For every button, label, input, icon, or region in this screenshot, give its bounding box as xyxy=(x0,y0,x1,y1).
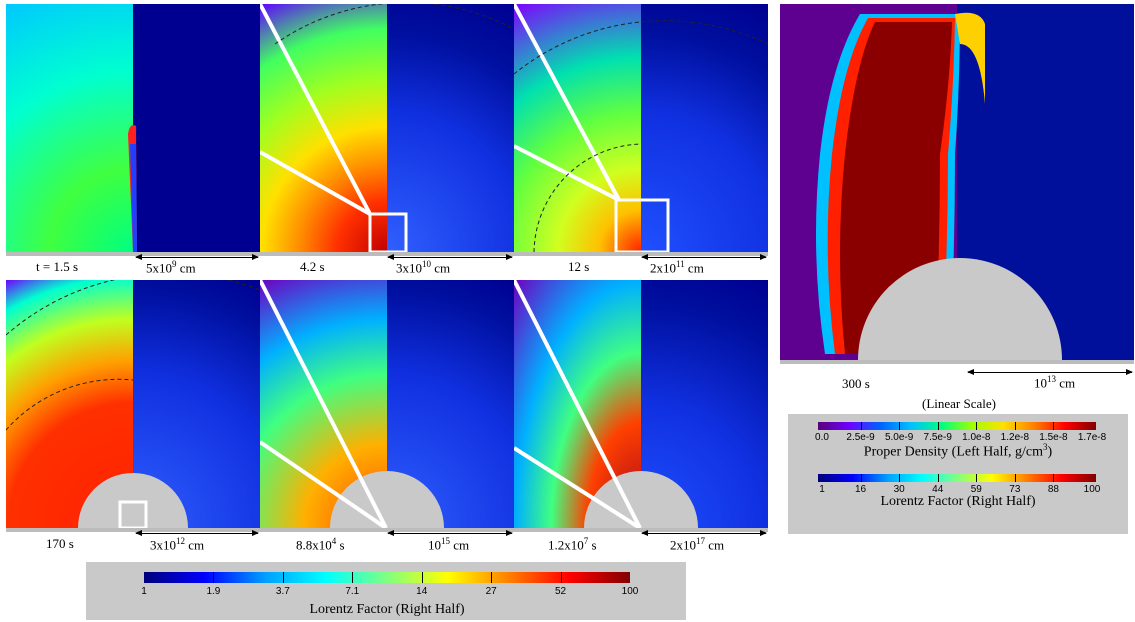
colorbar-tick xyxy=(491,572,493,583)
panel-4 xyxy=(6,280,260,528)
colorbar-tick xyxy=(899,474,901,482)
colorbar-tick-label: 1.2e-8 xyxy=(1000,432,1030,443)
scale-arrow xyxy=(641,530,767,536)
colorbar-tick xyxy=(282,572,284,583)
panel-3 xyxy=(514,4,768,252)
colorbar-tick xyxy=(213,572,215,583)
time-label: 4.2 s xyxy=(300,259,325,274)
colorbar-tick-label: 44 xyxy=(932,484,944,495)
colorbar-tick xyxy=(860,474,862,482)
colorbar-tick-label: 3.7 xyxy=(275,586,290,597)
colorbar-tick-label: 2.5e-9 xyxy=(846,432,875,443)
colorbar-tick-label: 5.0e-9 xyxy=(884,432,914,443)
colorbar-tick xyxy=(1053,474,1055,482)
colorbar-tick-label: 1 xyxy=(819,484,825,495)
lorentz-half xyxy=(641,4,768,252)
colorbar-tick-label: 59 xyxy=(970,484,982,495)
axis-strip-tall xyxy=(780,360,1134,364)
scale-arrow xyxy=(135,254,259,260)
colorbar-tick-label: 100 xyxy=(621,586,639,597)
scale-arrow xyxy=(387,530,513,536)
time-label: 8.8x104 s xyxy=(296,536,345,553)
scale-arrow xyxy=(135,530,259,536)
colorbar-tick-label: 1 xyxy=(141,586,147,597)
colorbar-bottom-box xyxy=(86,562,686,620)
colorbar-tick xyxy=(976,474,978,482)
panel-7 xyxy=(780,4,1134,360)
overlay-lines xyxy=(260,280,444,528)
colorbar-tick xyxy=(1014,474,1016,482)
colorbar-tick xyxy=(899,422,901,430)
linear-scale-note: (Linear Scale) xyxy=(922,396,996,411)
panel-5 xyxy=(260,280,514,528)
colorbar-tick-label: 1.7e-8 xyxy=(1077,432,1107,443)
overlay-lines xyxy=(514,4,768,252)
time-label: 300 s xyxy=(842,376,870,391)
colorbar-tick-label: 100 xyxy=(1083,484,1101,495)
time-label: 12 s xyxy=(568,259,590,274)
jet-shape xyxy=(128,125,137,252)
colorbar-density xyxy=(818,422,1096,430)
colorbar-tick xyxy=(421,572,423,583)
colorbar-bottom-title: Lorentz Factor (Right Half) xyxy=(309,602,465,617)
panel-1 xyxy=(6,4,260,252)
scale-label: 2x1017 cm xyxy=(670,536,725,553)
colorbar-tick-label: 14 xyxy=(416,586,428,597)
colorbar-tick xyxy=(860,422,862,430)
colorbar-tick xyxy=(1053,422,1055,430)
colorbar-tick xyxy=(937,422,939,430)
colorbar-tick-label: 1.5e-8 xyxy=(1039,432,1068,443)
colorbar-tick-label: 73 xyxy=(1009,484,1021,495)
scale-label: 1013 cm xyxy=(1034,374,1076,391)
colorbar-tick-label: 16 xyxy=(855,484,867,495)
colorbar-tick-label: 1.9 xyxy=(206,586,221,597)
overlay-lines xyxy=(6,280,260,528)
colorbar-tick xyxy=(352,572,354,583)
colorbar-tick-label: 52 xyxy=(555,586,567,597)
scale-label: 5x109 cm xyxy=(146,259,196,276)
time-label: 1.2x107 s xyxy=(548,536,597,553)
colorbar-tick-label: 0.0 xyxy=(815,432,829,443)
colorbar-tick-label: 88 xyxy=(1047,484,1059,495)
scale-arrow xyxy=(967,369,1133,375)
colorbar-lorentz-title: Lorentz Factor (Right Half) xyxy=(880,494,1036,509)
colorbar-tick-label: 30 xyxy=(893,484,905,495)
scale-label: 3x1012 cm xyxy=(150,536,205,553)
colorbar-tick xyxy=(560,572,562,583)
colorbar-tick-label: 27 xyxy=(485,586,497,597)
scale-label: 2x1011 cm xyxy=(650,259,704,276)
panel-2 xyxy=(260,4,514,252)
lorentz-half xyxy=(387,4,514,252)
colorbar-tick-label: 7.1 xyxy=(345,586,360,597)
colorbar-lorentz xyxy=(818,474,1096,482)
scale-arrow xyxy=(641,254,767,260)
colorbar-bottom xyxy=(144,572,630,583)
overlay-lines xyxy=(514,280,698,528)
density-half xyxy=(6,4,133,252)
lorentz-half xyxy=(133,4,260,252)
colorbar-tick xyxy=(937,474,939,482)
time-label: 170 s xyxy=(46,536,74,551)
scale-arrow xyxy=(387,254,513,260)
colorbar-tick-label: 1.0e-8 xyxy=(962,432,991,443)
colorbar-tick-label: 7.5e-9 xyxy=(923,432,952,443)
scale-label: 3x1010 cm xyxy=(396,259,451,276)
time-label: t = 1.5 s xyxy=(36,259,79,274)
colorbar-tick xyxy=(1014,422,1016,430)
overlay-lines xyxy=(260,4,514,252)
panel-6 xyxy=(514,280,768,528)
jet-shape xyxy=(816,12,1062,360)
colorbar-density-title: Proper Density (Left Half, g/cm3) xyxy=(863,442,1053,460)
scale-label: 1015 cm xyxy=(428,536,470,553)
colorbar-tick xyxy=(976,422,978,430)
